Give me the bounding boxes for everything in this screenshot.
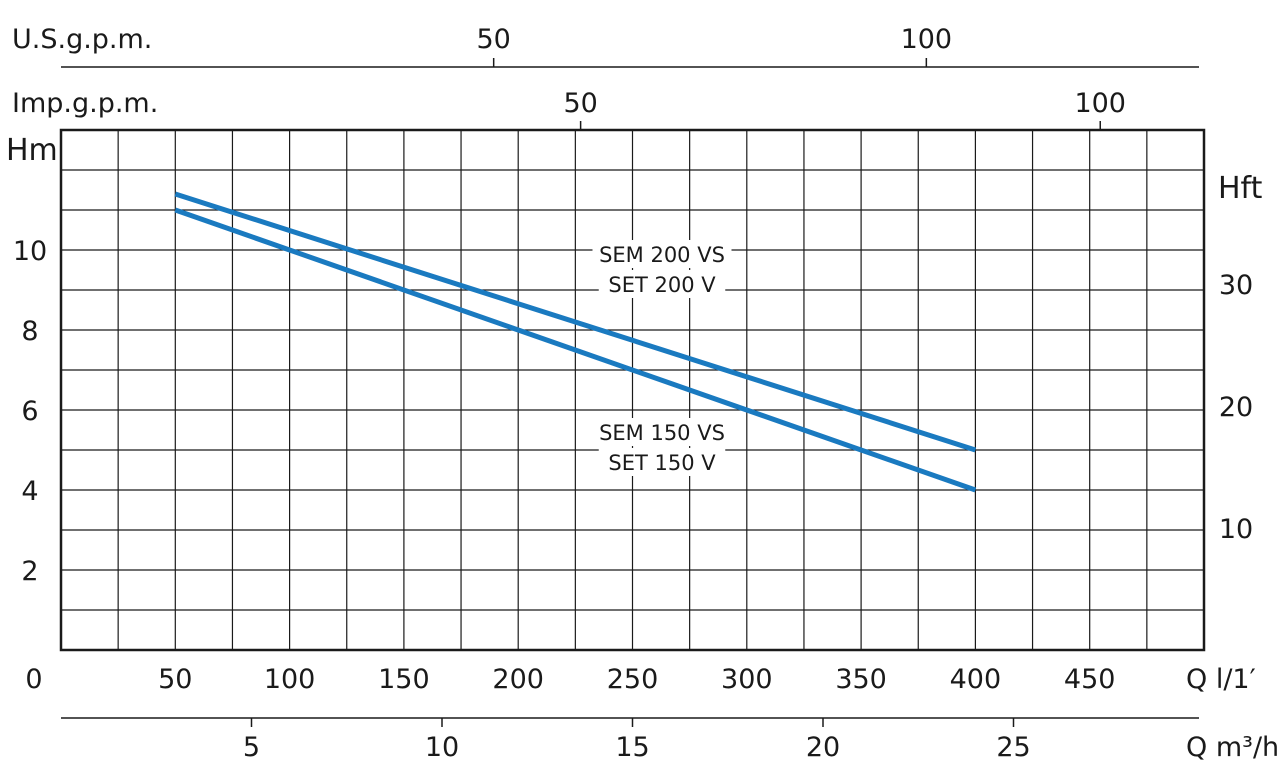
y-right-tick-label: 30 (1219, 270, 1253, 301)
series-label-2: SET 150 V (608, 451, 716, 475)
x-tick-label: 400 (950, 664, 1002, 695)
m3h-tick-label: 5 (243, 732, 260, 763)
usgpm-axis-title: U.S.g.p.m. (12, 24, 152, 55)
x-tick-label: 200 (492, 664, 544, 695)
impgpm-tick-label: 100 (1074, 88, 1126, 119)
usgpm-tick-label: 50 (476, 24, 510, 55)
x-tick-label: 50 (158, 664, 192, 695)
m3h-tick-label: 20 (806, 732, 840, 763)
m3h-tick-label: 10 (425, 732, 459, 763)
x-tick-label: 150 (378, 664, 430, 695)
y-left-tick-label: 6 (21, 396, 38, 427)
series-label-2: SEM 150 VS (599, 421, 725, 445)
y-left-tick-label: 8 (21, 316, 38, 347)
series-layer (174, 191, 977, 493)
y-left-tick-label: 2 (21, 556, 38, 587)
impgpm-tick-label: 50 (563, 88, 597, 119)
series-label-1: SET 200 V (608, 273, 716, 297)
x-tick-label: 350 (835, 664, 887, 695)
x-tick-label: 450 (1064, 664, 1116, 695)
y-left-tick-label: 10 (13, 236, 47, 267)
m3h-axis-title: Q m³/h (1186, 732, 1279, 763)
series-line-2 (174, 207, 977, 493)
impgpm-axis-title: Imp.g.p.m. (12, 88, 158, 119)
series-label-1: SEM 200 VS (599, 243, 725, 267)
x-axis-title: Q l/1′ (1186, 664, 1256, 695)
x-tick-label: 0 (25, 664, 42, 695)
labels-layer: 0 50 100 150 200 250 300 350 400 450 2 4 6 8 10 10 20 30 5… (13, 24, 1253, 763)
y-right-axis-title: Hft (1218, 171, 1263, 206)
series-label-bg (592, 418, 732, 446)
usgpm-tick-label: 100 (901, 24, 953, 55)
series-label-bg (598, 270, 726, 298)
m3h-tick-label: 15 (615, 732, 649, 763)
y-left-tick-label: 4 (21, 476, 38, 507)
y-left-axis-title: Hm (6, 133, 58, 168)
x-tick-label: 100 (264, 664, 316, 695)
grid (61, 130, 1204, 650)
m3h-tick-label: 25 (996, 732, 1030, 763)
x-tick-label: 300 (721, 664, 773, 695)
series-label-bg (592, 240, 732, 268)
x-tick-label: 250 (607, 664, 659, 695)
plot-frame (59, 128, 1206, 652)
series-line-1 (174, 191, 977, 453)
y-right-tick-label: 20 (1219, 392, 1253, 423)
y-right-tick-label: 10 (1219, 514, 1253, 545)
series-label-bg (598, 448, 726, 476)
